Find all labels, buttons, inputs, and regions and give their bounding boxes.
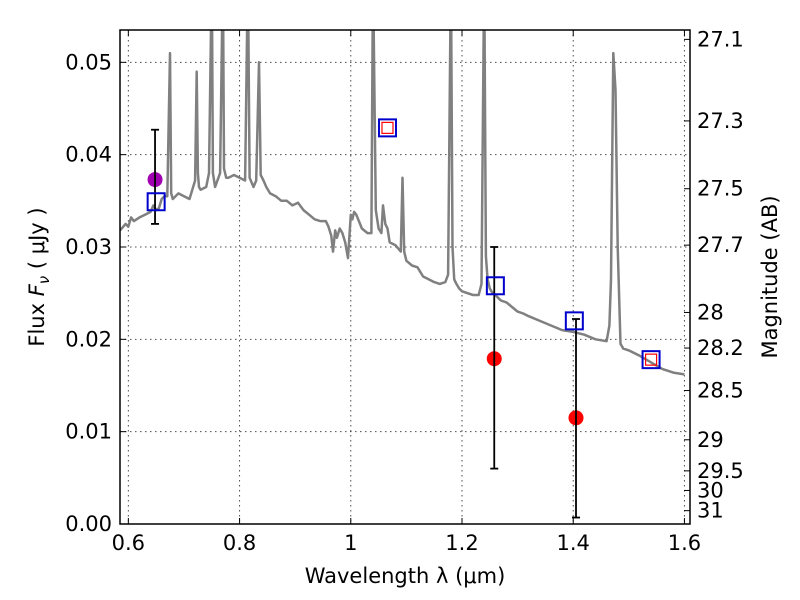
x-tick-label: 0.8	[223, 531, 256, 555]
model-square	[485, 276, 505, 296]
model-square-inner	[644, 353, 658, 366]
x-axis-ticks: 0.6 0.8 1 1.2 1.4 1.6	[112, 30, 701, 555]
plot-background	[120, 30, 690, 524]
y-axis-title-suffix: ( μJy )	[25, 207, 49, 275]
x-tick-label: 1.4	[557, 531, 590, 555]
y2-tick-label: 29.5	[697, 459, 744, 483]
y2-tick-label: 30	[697, 478, 724, 502]
y2-tick-label: 29	[697, 428, 724, 452]
y2-tick-label: 28.2	[697, 336, 744, 360]
y2-tick-label: 27.7	[697, 233, 744, 257]
x-tick-label: 0.6	[112, 531, 145, 555]
y2-axis-title: Magnitude (AB)	[758, 195, 782, 358]
y-axis-title: Flux Fν ( μJy )	[25, 207, 53, 346]
y2-tick-label: 28.5	[697, 379, 744, 403]
y-tick-label: 0.05	[65, 50, 112, 74]
model-square-inner	[381, 121, 394, 134]
y-axis-title-symbol: F	[25, 283, 49, 296]
x-tick-label: 1	[344, 531, 357, 555]
y-axis-ticks: 0.00 0.01 0.02 0.03 0.04 0.05	[65, 50, 126, 536]
model-square	[377, 118, 397, 138]
y2-tick-label: 27.1	[697, 27, 744, 51]
model-square	[146, 192, 166, 212]
model-square	[641, 350, 661, 370]
y-tick-label: 0.01	[65, 420, 112, 444]
y-axis-title-prefix: Flux	[25, 296, 49, 346]
y2-tick-label: 28	[697, 300, 724, 324]
y-tick-label: 0.02	[65, 327, 112, 351]
y-tick-label: 0.03	[65, 235, 112, 259]
spectrum-line	[120, 30, 685, 376]
plot-frame	[119, 29, 691, 525]
model-square	[564, 311, 584, 331]
y2-tick-label: 27.3	[697, 109, 744, 133]
x-axis-title: Wavelength λ (μm)	[305, 564, 506, 588]
y-tick-label: 0.00	[65, 512, 112, 536]
x-tick-label: 1.2	[445, 531, 478, 555]
x-tick-label: 1.6	[668, 531, 701, 555]
data-marks	[146, 118, 661, 519]
y-axis-title-subscript: ν	[35, 276, 53, 284]
y2-tick-label: 31	[697, 499, 724, 523]
y2-tick-label: 27.5	[697, 177, 744, 201]
spectrum-layer	[120, 30, 685, 376]
y-tick-label: 0.04	[65, 143, 112, 167]
